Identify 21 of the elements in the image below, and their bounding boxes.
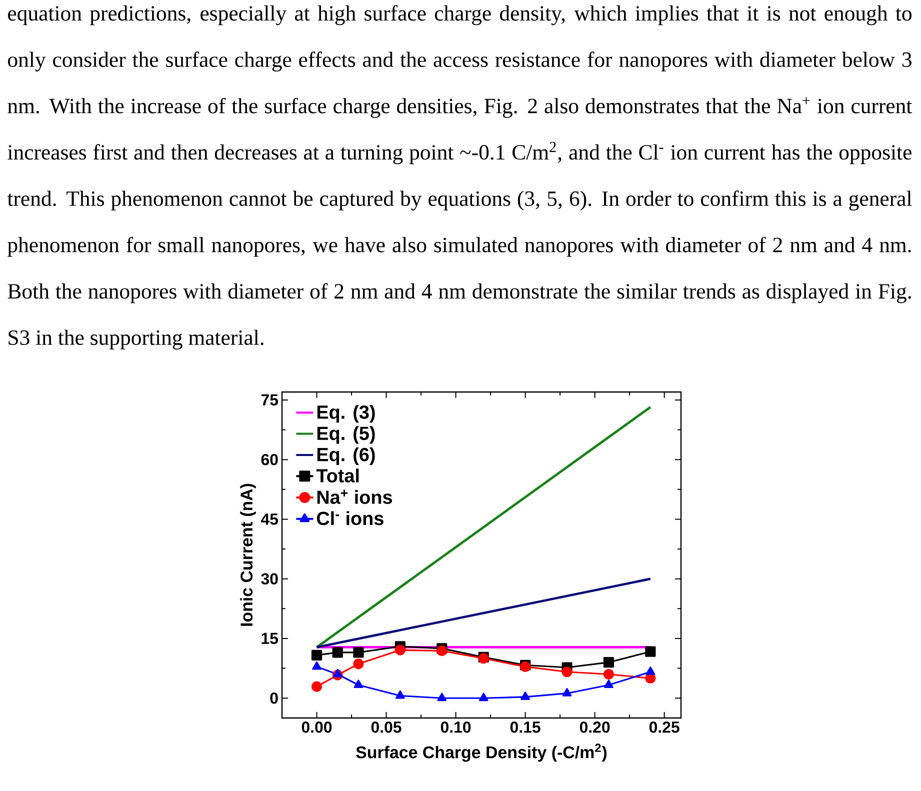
x-tick-label: 0.00 — [302, 722, 332, 733]
legend-label: Cl$^{-}$ ions — [316, 511, 384, 526]
y-tick-label: 15 — [262, 632, 278, 644]
x-tick-label: 0.20 — [580, 722, 610, 733]
x-tick-label: 0.25 — [649, 722, 680, 733]
x-tick-label: 0.10 — [440, 722, 471, 733]
legend-label: Na$^{+}$ ions — [317, 490, 392, 504]
y-tick-label: 30 — [261, 573, 278, 584]
legend-label: Total — [316, 468, 359, 482]
legend-label: Eq. (6) — [317, 447, 375, 465]
y-tick-label: 75 — [261, 394, 278, 406]
text: equation predictions, especially at high surface charge density, which implies that it is not enough to only consider the surface charge effects and the access resistance for nanopores with diameter below 3 nm. With the increase of the surface charge densities, Fig. 2 also demonstrates that the Na$^{+}$ ion current increases first and then decreases at a turning point ~-0.1 C/m$^{2}$, and the Cl$^{-}$ ion current has the opposite trend. This phenomenon cannot be captured by equations (3, 5, 6). In order to confirm this is a general phenomenon for small nanopores, we have also simulated nanopores with diameter of 2 nm and 4 nm. Both the nanopores with diameter of 2 nm and 4 nm demonstrate the similar trends as displayed in Fig. S3 in the supporting material. — [7, 5, 912, 350]
y-tick-label: 0 — [270, 692, 278, 704]
legend-label: Eq. (3) — [317, 404, 375, 423]
legend-label: Eq. (5) — [317, 426, 375, 444]
x-tick-label: 0.05 — [371, 722, 402, 733]
y-axis-title: Ionic Current (nA) — [240, 484, 256, 626]
x-tick-label: 0.15 — [510, 722, 540, 733]
y-tick-label: 60 — [261, 454, 278, 466]
y-tick-label: 45 — [260, 514, 278, 525]
x-axis-title: Surface Charge Density (-C/m$^{2}$) — [356, 744, 607, 762]
